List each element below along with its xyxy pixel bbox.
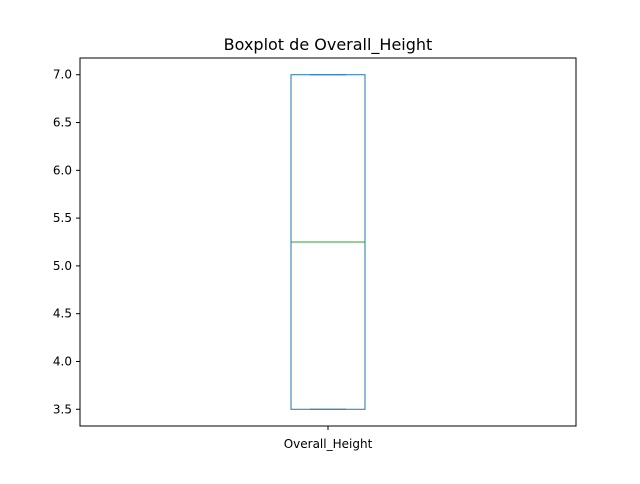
y-tick-label: 5.0: [53, 259, 72, 273]
chart-title: Boxplot de Overall_Height: [224, 35, 433, 55]
box-group: [290, 74, 366, 410]
y-tick-label: 5.5: [53, 211, 72, 225]
y-axis: 3.5 4.0 4.5 5.0 5.5 6.0 6.5 7.0: [53, 68, 80, 416]
x-tick-label: Overall_Height: [284, 437, 373, 451]
y-tick-label: 4.5: [53, 307, 72, 321]
y-tick-label: 7.0: [53, 68, 72, 82]
y-tick-label: 6.0: [53, 163, 72, 177]
y-tick-label: 4.0: [53, 354, 72, 368]
y-tick-label: 3.5: [53, 402, 72, 416]
y-tick-label: 6.5: [53, 116, 72, 130]
x-axis: Overall_Height: [284, 426, 373, 451]
